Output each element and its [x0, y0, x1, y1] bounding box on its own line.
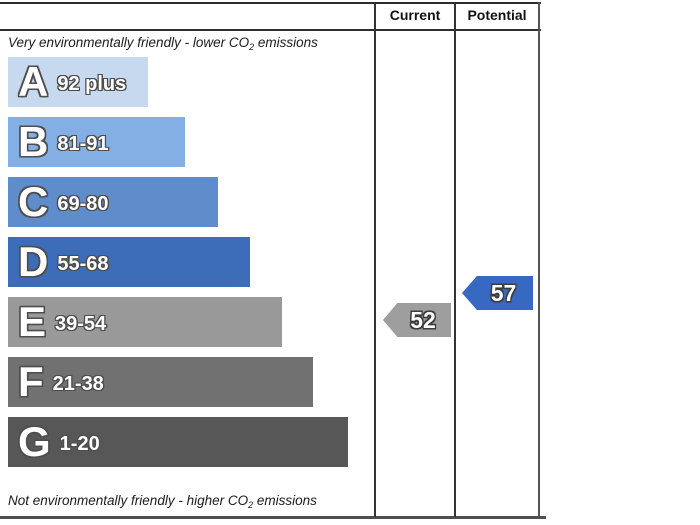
band-c-letter: C	[18, 178, 49, 225]
band-b: B 81-91	[8, 117, 185, 167]
band-d-range: 55-68	[57, 252, 109, 275]
potential-arrow: 57	[462, 276, 533, 310]
band-e-letter: E	[18, 298, 47, 345]
band-f-range: 21-38	[52, 372, 104, 395]
band-c-range: 69-80	[57, 192, 109, 215]
band-g-range: 1-20	[59, 432, 100, 455]
band-e: E 39-54	[8, 297, 282, 347]
band-g: G 1-20	[8, 417, 348, 467]
band-g-letter: G	[18, 418, 51, 465]
band-d-letter: D	[18, 238, 49, 285]
potential-column-left-border	[454, 2, 456, 517]
band-f-letter: F	[18, 358, 44, 405]
band-a-letter: A	[18, 58, 49, 105]
band-b-range: 81-91	[57, 132, 109, 155]
band-c: C 69-80	[8, 177, 218, 227]
potential-value: 57	[490, 279, 517, 306]
table-bottom-border	[0, 516, 546, 519]
band-a-range: 92 plus	[57, 72, 127, 95]
header-separator-line	[0, 29, 541, 31]
table-right-border	[538, 2, 540, 517]
bottom-note-subscript: 2	[248, 500, 254, 510]
current-value: 52	[410, 306, 436, 333]
current-column-header: Current	[389, 7, 441, 23]
current-arrow: 52	[383, 303, 451, 337]
current-column-left-border	[374, 2, 376, 517]
bottom-note-suffix: emissions	[253, 493, 317, 508]
band-e-range: 39-54	[55, 312, 107, 335]
band-d: D 55-68	[8, 237, 250, 287]
band-b-letter: B	[18, 118, 49, 165]
table-top-border	[0, 2, 541, 4]
bottom-note: Not environmentally friendly - higher CO…	[8, 493, 317, 510]
bottom-note-text: Not environmentally friendly - higher CO	[8, 493, 249, 508]
band-f: F 21-38	[8, 357, 313, 407]
top-note: Very environmentally friendly - lower CO…	[8, 35, 318, 52]
top-note-suffix: emissions	[254, 35, 318, 50]
band-a: A 92 plus	[8, 57, 148, 107]
top-note-text: Very environmentally friendly - lower CO	[8, 35, 250, 50]
top-note-subscript: 2	[249, 42, 255, 52]
potential-column-header: Potential	[467, 7, 527, 23]
